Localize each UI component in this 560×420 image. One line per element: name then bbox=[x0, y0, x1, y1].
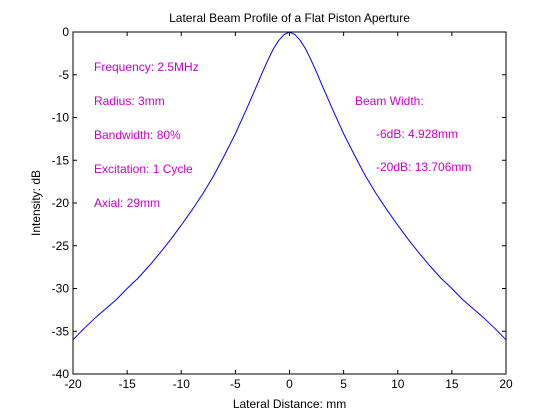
x-tick-label: -20 bbox=[64, 377, 82, 391]
y-tick-label: -20 bbox=[52, 196, 70, 210]
x-tick-label: 15 bbox=[445, 377, 459, 391]
y-tick-label: 0 bbox=[62, 25, 69, 39]
annotations-left: Frequency: 2.5MHz Radius: 3mm Bandwidth: 8… bbox=[94, 60, 199, 210]
x-axis-ticks: -20 -15 -10 -5 0 5 10 15 20 bbox=[64, 32, 513, 391]
x-tick-label: 0 bbox=[286, 377, 293, 391]
annotation-left: Frequency: 2.5MHz bbox=[94, 60, 199, 74]
annotation-left: Axial: 29mm bbox=[94, 196, 160, 210]
y-tick-label: -25 bbox=[52, 239, 70, 253]
x-tick-label: -15 bbox=[118, 377, 136, 391]
y-axis-ticks: 0 -5 -10 -15 -20 -25 -30 -35 -40 bbox=[52, 25, 506, 381]
annotation-left: Bandwidth: 80% bbox=[94, 128, 181, 142]
annotation-left: Excitation: 1 Cycle bbox=[94, 162, 193, 176]
x-axis-label: Lateral Distance: mm bbox=[233, 397, 346, 411]
axes-box bbox=[72, 31, 507, 375]
x-tick-label: -5 bbox=[230, 377, 241, 391]
annotation-right: -6dB: 4.928mm bbox=[376, 127, 458, 141]
chart-title: Lateral Beam Profile of a Flat Piston Ap… bbox=[169, 11, 410, 25]
annotation-right: Beam Width: bbox=[355, 94, 424, 108]
y-tick-label: -15 bbox=[52, 153, 70, 167]
y-axis-label: Intensity: dB bbox=[29, 170, 43, 236]
y-tick-label: -30 bbox=[52, 282, 70, 296]
annotation-left: Radius: 3mm bbox=[94, 94, 165, 108]
annotation-right: -20dB: 13.706mm bbox=[376, 160, 471, 174]
y-tick-label: -40 bbox=[52, 367, 70, 381]
y-tick-label: -5 bbox=[58, 68, 69, 82]
x-tick-label: 10 bbox=[391, 377, 405, 391]
x-tick-label: 20 bbox=[499, 377, 513, 391]
x-tick-label: 5 bbox=[340, 377, 347, 391]
y-tick-label: -10 bbox=[52, 111, 70, 125]
x-tick-label: -10 bbox=[173, 377, 191, 391]
annotations-right: Beam Width: -6dB: 4.928mm -20dB: 13.706mm bbox=[355, 94, 471, 174]
plot-area bbox=[73, 32, 506, 374]
y-tick-label: -35 bbox=[52, 324, 70, 338]
